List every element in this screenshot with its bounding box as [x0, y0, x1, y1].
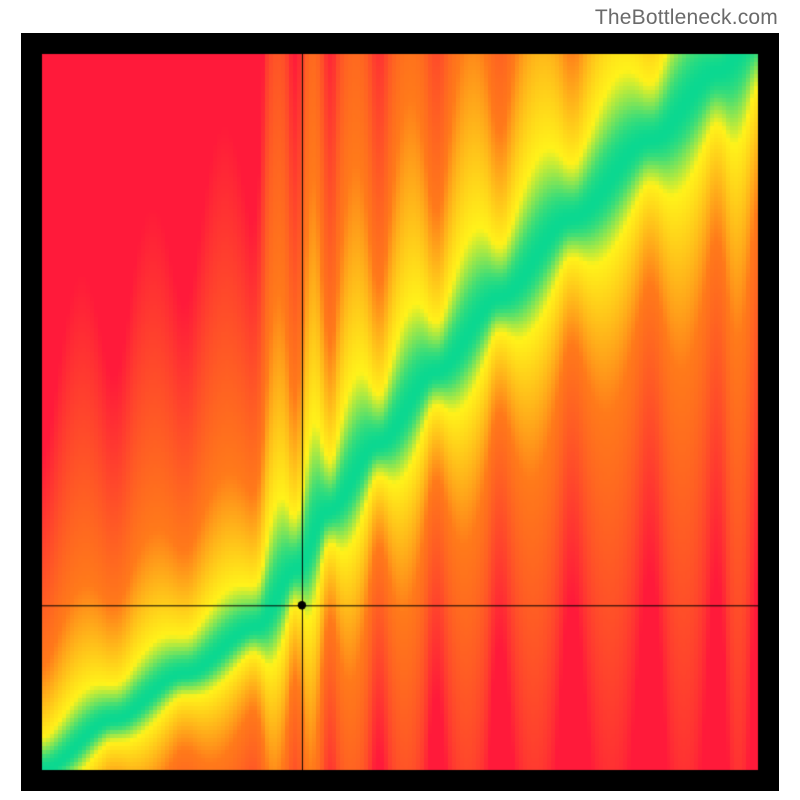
watermark-text: TheBottleneck.com [595, 6, 778, 30]
bottleneck-heatmap [21, 33, 779, 791]
chart-container: TheBottleneck.com [0, 0, 800, 800]
